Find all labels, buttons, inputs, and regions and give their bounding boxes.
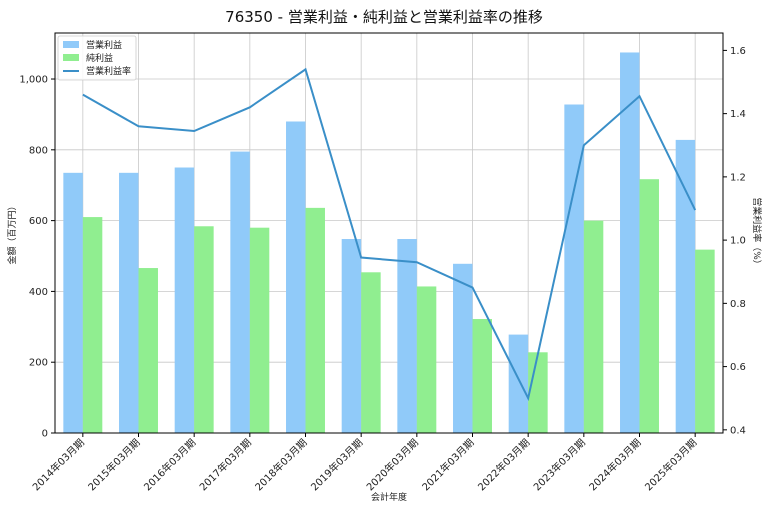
- y-tick-label: 200: [29, 358, 48, 369]
- x-tick-label: 2016年03月期: [141, 436, 198, 493]
- bar-operating-profit: [119, 172, 139, 434]
- line-operating-margin: [82, 67, 697, 402]
- y2-tick-label: 1.6: [730, 46, 746, 57]
- y2-tick-label: 0.8: [730, 299, 746, 310]
- bar-net-profit: [583, 220, 604, 433]
- bar-operating-profit: [63, 172, 83, 434]
- legend-swatch: [63, 41, 79, 48]
- bar-net-profit: [416, 286, 437, 433]
- chart-title: 76350 - 営業利益・純利益と営業利益率の推移: [225, 8, 543, 26]
- bar-operating-profit: [508, 334, 529, 433]
- legend-label: 営業利益: [86, 39, 122, 51]
- bar-net-profit: [528, 352, 548, 433]
- y2-tick-label: 1.0: [730, 236, 746, 247]
- y-tick-label: 800: [29, 145, 48, 156]
- x-tick-label: 2022年03月期: [475, 436, 532, 493]
- legend-label: 純利益: [86, 52, 113, 64]
- x-tick-label: 2020年03月期: [364, 436, 421, 493]
- y-tick-label: 1,000: [19, 75, 48, 86]
- bar-operating-profit: [397, 239, 417, 433]
- bar-net-profit: [82, 217, 103, 433]
- y-tick-label: 600: [29, 216, 48, 227]
- y2-tick-label: 1.2: [730, 172, 746, 183]
- legend-label: 営業利益率: [86, 65, 131, 77]
- x-tick-label: 2019年03月期: [308, 436, 365, 493]
- bar-net-profit: [305, 207, 325, 433]
- bars: [63, 52, 715, 434]
- x-tick-label: 2018年03月期: [252, 436, 309, 493]
- x-axis-label: 会計年度: [371, 491, 407, 503]
- bar-net-profit: [639, 179, 659, 433]
- bar-operating-profit: [620, 52, 640, 433]
- x-tick-label: 2021年03月期: [419, 436, 476, 493]
- x-tick-label: 2017年03月期: [197, 436, 254, 493]
- x-tick-label: 2014年03月期: [30, 436, 87, 493]
- y2-axis-label: 営業利益率（%）: [751, 197, 763, 269]
- bar-operating-profit: [564, 104, 584, 433]
- y-tick-label: 0: [42, 429, 48, 440]
- x-tick-label: 2015年03月期: [85, 436, 142, 493]
- legend-swatch: [63, 54, 79, 61]
- bar-operating-profit: [341, 239, 362, 433]
- plot-frame: [54, 32, 724, 434]
- bar-net-profit: [249, 227, 270, 433]
- bar-net-profit: [361, 272, 381, 433]
- y-axis-label: 金額（百万円）: [6, 201, 18, 264]
- line-series: [82, 67, 697, 402]
- bar-operating-profit: [286, 121, 306, 433]
- y-tick-label: 400: [29, 287, 48, 298]
- x-tick-label: 2025年03月期: [642, 436, 699, 493]
- y2-tick-label: 0.4: [730, 425, 746, 436]
- bar-net-profit: [695, 249, 715, 433]
- bar-net-profit: [472, 319, 492, 433]
- y2-tick-label: 0.6: [730, 362, 746, 373]
- bar-operating-profit: [174, 167, 195, 433]
- x-tick-label: 2023年03月期: [531, 436, 588, 493]
- x-tick-label: 2024年03月期: [586, 436, 643, 493]
- bar-net-profit: [194, 226, 214, 433]
- bar-operating-profit: [675, 139, 696, 433]
- bar-net-profit: [138, 268, 158, 433]
- bar-operating-profit: [230, 151, 250, 433]
- bar-operating-profit: [453, 263, 473, 433]
- y2-tick-label: 1.4: [730, 109, 746, 120]
